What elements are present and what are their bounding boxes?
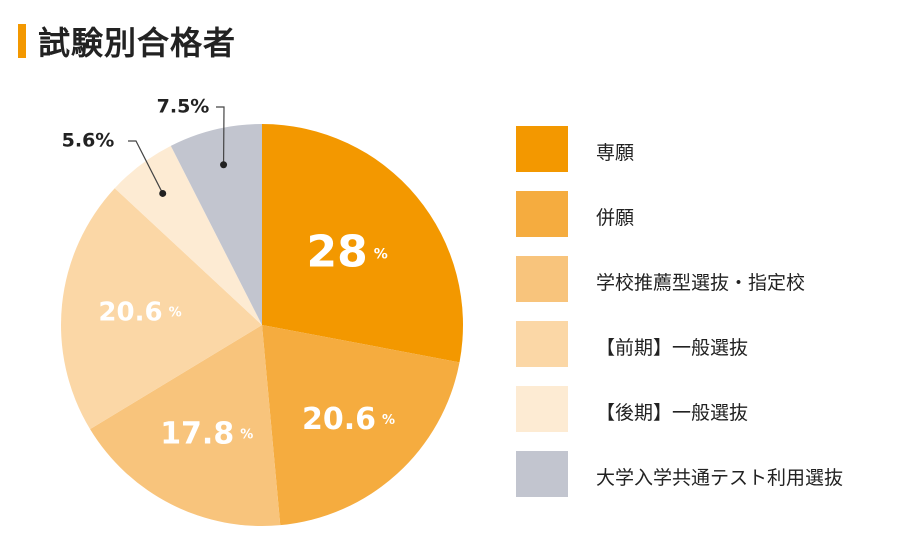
legend-label-5: 大学入学共通テスト利用選抜: [596, 467, 844, 489]
legend-item-5: 大学入学共通テスト利用選抜: [516, 451, 886, 499]
legend-item-3: 【前期】一般選抜: [516, 321, 886, 369]
legend: 専願 併願 学校推薦型選抜・指定校 【前期】一般選抜 【後期】一般選抜 大学入学…: [516, 126, 886, 516]
chart-title: 試験別合格者: [38, 24, 237, 62]
pie-slice-0: [262, 124, 463, 363]
leader-dot-5: [220, 161, 228, 169]
legend-swatch-5: [516, 451, 568, 497]
legend-label-0: 専願: [596, 142, 635, 164]
legend-swatch-1: [516, 191, 568, 237]
legend-item-4: 【後期】一般選抜: [516, 386, 886, 434]
leader-line-5: [216, 106, 225, 165]
slice-label-2: 17.8%: [160, 416, 253, 451]
slice-label-3: 20.6%: [98, 297, 181, 327]
pie-slice-3: [60, 188, 263, 430]
leader-line-4: [128, 140, 164, 194]
legend-label-3: 【前期】一般選抜: [596, 337, 749, 359]
legend-item-1: 併願: [516, 191, 886, 239]
pie-slice-5: [170, 124, 262, 325]
slice-label-0: 28%: [306, 226, 387, 277]
legend-item-0: 専願: [516, 126, 886, 174]
legend-label-1: 併願: [596, 207, 635, 229]
legend-swatch-3: [516, 321, 568, 367]
legend-swatch-4: [516, 386, 568, 432]
pie-slice-2: [90, 325, 281, 526]
title-accent-bar: [18, 24, 26, 58]
slice-label-4: 5.6%: [62, 130, 115, 152]
pie-slice-4: [114, 145, 262, 325]
legend-swatch-2: [516, 256, 568, 302]
legend-label-4: 【後期】一般選抜: [596, 402, 749, 424]
leader-dot-4: [159, 189, 167, 197]
pie-slice-1: [262, 325, 460, 526]
legend-label-2: 学校推薦型選抜・指定校: [596, 272, 806, 294]
slice-label-5: 7.5%: [157, 96, 210, 118]
legend-item-2: 学校推薦型選抜・指定校: [516, 256, 886, 304]
legend-swatch-0: [516, 126, 568, 172]
slice-label-1: 20.6%: [302, 402, 395, 437]
